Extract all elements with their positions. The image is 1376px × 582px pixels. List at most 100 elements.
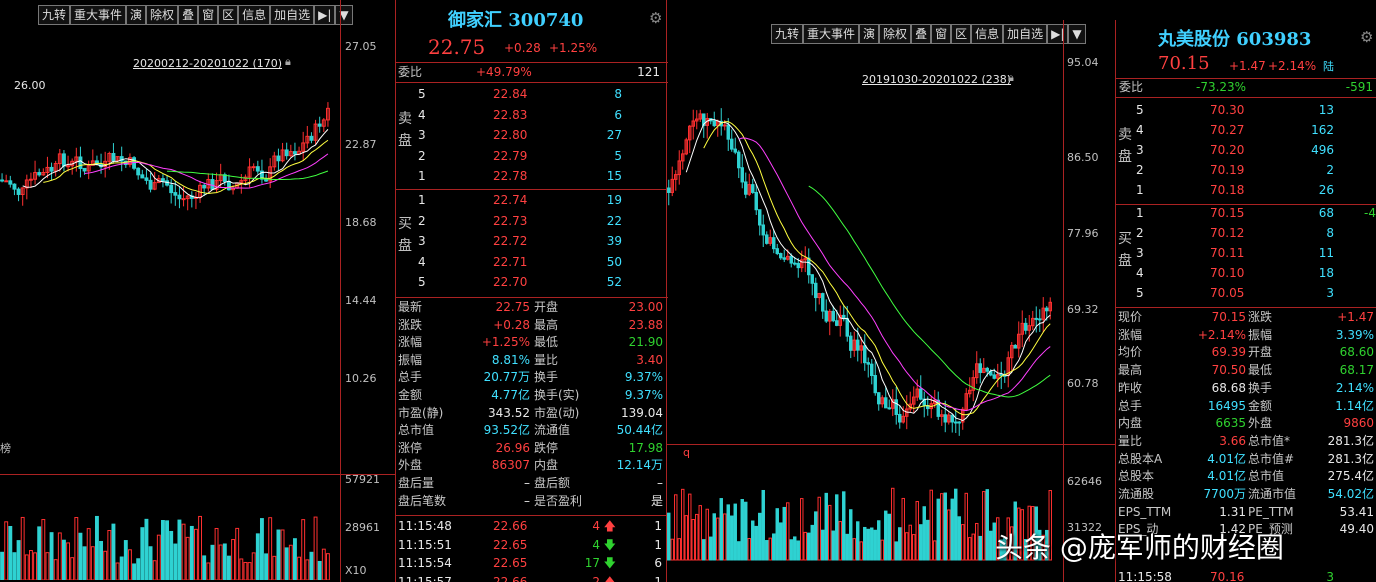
volume-bar bbox=[177, 519, 182, 580]
tool-major-events[interactable]: 重大事件 bbox=[803, 24, 860, 44]
gear-icon[interactable]: ⚙ bbox=[649, 9, 663, 27]
tool-overlay[interactable]: 叠 bbox=[178, 5, 199, 25]
volume-bar bbox=[859, 541, 863, 561]
tool-exright[interactable]: 除权 bbox=[879, 24, 912, 44]
candle-body bbox=[688, 125, 692, 141]
buy-price: 70.10 bbox=[1210, 266, 1245, 280]
stat-value: 86307 bbox=[491, 458, 530, 473]
volume-bar bbox=[761, 489, 765, 561]
volume-bar bbox=[189, 525, 194, 580]
candle-body bbox=[999, 373, 1003, 376]
right-range-label: 20191030-20201022 (238) bbox=[862, 73, 1012, 86]
stat-label: 跌停 bbox=[534, 440, 559, 455]
lock-icon: 🔒︎ bbox=[285, 55, 291, 68]
candle-body bbox=[1045, 307, 1049, 312]
tool-info[interactable]: 信息 bbox=[238, 5, 271, 25]
candle-body bbox=[1027, 325, 1031, 331]
volume-bar bbox=[898, 527, 902, 561]
candle-body bbox=[845, 318, 849, 337]
volume-bar bbox=[796, 540, 800, 561]
candle-body bbox=[255, 166, 260, 172]
tool-info[interactable]: 信息 bbox=[971, 24, 1004, 44]
candle-body bbox=[66, 165, 71, 168]
buy-volume: 39 bbox=[606, 234, 622, 248]
volume-bar bbox=[744, 501, 748, 561]
candle-body bbox=[111, 153, 116, 162]
volume-bar bbox=[684, 515, 688, 561]
tool-window[interactable]: 窗 bbox=[198, 5, 219, 25]
volume-bar bbox=[28, 550, 33, 580]
volume-bar bbox=[123, 540, 128, 580]
volume-bar bbox=[0, 551, 5, 580]
volume-bar bbox=[982, 491, 986, 561]
sell-price: 22.79 bbox=[493, 148, 528, 163]
tool-range[interactable]: 区 bbox=[218, 5, 239, 25]
tool-jiuzhuan[interactable]: 九转 bbox=[771, 24, 804, 44]
candle-body bbox=[185, 195, 190, 200]
tool-dropdown-icon[interactable]: ▼ bbox=[1068, 24, 1086, 44]
tick-volume: 3 bbox=[1326, 570, 1334, 582]
candle-body bbox=[779, 253, 783, 259]
stat-label: 总手 bbox=[1118, 398, 1143, 413]
tool-major-events[interactable]: 重大事件 bbox=[70, 5, 127, 25]
candle-body bbox=[768, 237, 772, 244]
candle-body bbox=[901, 415, 905, 423]
volume-bar bbox=[1017, 507, 1021, 561]
buy-level: 1 bbox=[418, 193, 426, 207]
gear-icon[interactable]: ⚙ bbox=[1360, 28, 1374, 46]
volume-bar bbox=[824, 492, 828, 561]
volume-bar bbox=[828, 504, 832, 561]
candle-body bbox=[775, 248, 779, 255]
tick-price: 22.65 bbox=[493, 537, 528, 552]
tool-range[interactable]: 区 bbox=[951, 24, 972, 44]
stat-label: 总市值# bbox=[1248, 451, 1295, 466]
tool-demo[interactable]: 演 bbox=[859, 24, 880, 44]
stat-label: 涨跌 bbox=[398, 317, 423, 332]
sell-price: 22.80 bbox=[493, 128, 528, 142]
buy-volume: 52 bbox=[606, 275, 622, 289]
tool-dropdown-icon[interactable]: ▼ bbox=[335, 5, 353, 25]
tool-demo[interactable]: 演 bbox=[126, 5, 147, 25]
volume-bar bbox=[961, 524, 965, 561]
buy-volume: 3 bbox=[1326, 286, 1334, 300]
volume-bar bbox=[325, 553, 330, 580]
candle-body bbox=[317, 123, 322, 127]
stat-label: 最高 bbox=[1118, 363, 1143, 378]
tick-volume: 17 bbox=[584, 556, 600, 570]
watermark: 头条 @庞军师的财经圈 bbox=[995, 531, 1284, 564]
volume-bar bbox=[251, 552, 256, 580]
volume-bar bbox=[681, 488, 685, 561]
stat-label: EPS_TTM bbox=[1118, 504, 1172, 519]
buy-price: 22.73 bbox=[493, 213, 528, 228]
tool-window[interactable]: 窗 bbox=[931, 24, 952, 44]
candle-body bbox=[950, 414, 954, 423]
candle-body bbox=[181, 198, 186, 201]
candle-body bbox=[915, 388, 919, 398]
volume-bar bbox=[193, 528, 198, 580]
stat-value: 12.14万 bbox=[616, 458, 663, 473]
candle-body bbox=[313, 123, 318, 141]
stat-label: 最高 bbox=[534, 317, 559, 332]
buy-price: 70.05 bbox=[1210, 286, 1245, 300]
candle-body bbox=[849, 335, 853, 351]
tick-volume: 4 bbox=[592, 519, 600, 533]
volume-bar bbox=[922, 506, 926, 561]
tool-add-watchlist[interactable]: 加自选 bbox=[270, 5, 315, 25]
tool-overlay[interactable]: 叠 bbox=[911, 24, 932, 44]
buy-level: 3 bbox=[1136, 246, 1144, 260]
candle-body bbox=[1024, 322, 1028, 331]
candle-body bbox=[765, 234, 769, 244]
volume-bar bbox=[148, 546, 153, 580]
tool-forward-icon[interactable]: ▶| bbox=[314, 5, 336, 25]
tool-jiuzhuan[interactable]: 九转 bbox=[38, 5, 71, 25]
sell-price: 70.30 bbox=[1210, 103, 1245, 117]
volume-bar bbox=[880, 539, 884, 561]
tool-add-watchlist[interactable]: 加自选 bbox=[1003, 24, 1048, 44]
volume-bar bbox=[905, 532, 909, 561]
candle-body bbox=[807, 257, 811, 276]
candle-body bbox=[835, 320, 839, 326]
volume-bar bbox=[943, 492, 947, 561]
tool-exright[interactable]: 除权 bbox=[146, 5, 179, 25]
sell-volume: 6 bbox=[614, 107, 622, 122]
candle-body bbox=[292, 151, 297, 155]
